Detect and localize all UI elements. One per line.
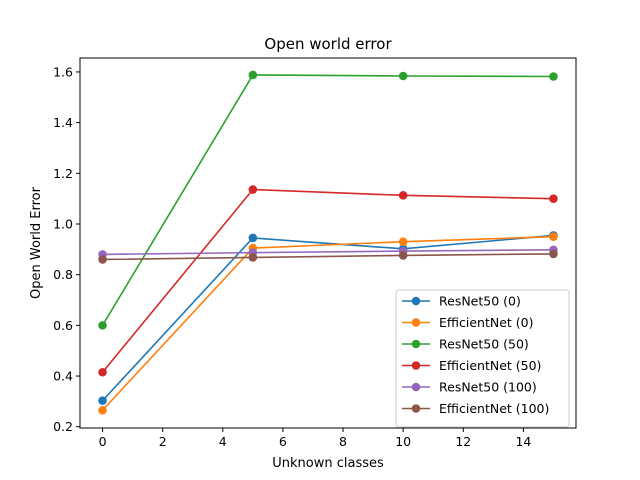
- series-layer: [98, 70, 558, 415]
- series-line: [101, 234, 554, 402]
- data-point: [248, 185, 258, 194]
- x-tick-label: 2: [159, 434, 167, 449]
- data-point: [549, 194, 558, 203]
- legend-item: ResNet50 (100): [402, 380, 537, 395]
- x-axis-label: Unknown classes: [272, 456, 384, 471]
- series-line: [101, 235, 554, 411]
- legend-frame: [395, 289, 570, 428]
- data-point: [98, 255, 107, 264]
- data-point: [398, 191, 408, 200]
- y-tick-label: 0.2: [53, 419, 73, 434]
- y-axis-label: Open World Error: [29, 186, 44, 299]
- x-tick-label: 8: [339, 434, 347, 449]
- y-axis: 0.2 0.4 0.6 0.8 1.0 1.2 1.4 1.6: [53, 64, 80, 434]
- data-point: [549, 232, 558, 241]
- legend-label: EfficientNet (100): [439, 401, 549, 416]
- legend-item: EfficientNet (50): [402, 358, 541, 373]
- x-tick-label: 4: [219, 434, 227, 449]
- plot-frame: [79, 57, 577, 429]
- y-tick-label: 1.6: [53, 64, 73, 79]
- y-tick-label: 1.0: [53, 216, 73, 231]
- x-axis: 0 2 4 6 8 10 12 14: [99, 428, 531, 449]
- y-tick-label: 0.8: [53, 267, 73, 282]
- y-tick-label: 1.2: [53, 166, 73, 181]
- legend-marker: [411, 404, 421, 413]
- data-point: [98, 396, 107, 405]
- series-line: [101, 188, 554, 373]
- legend-label: ResNet50 (100): [439, 380, 537, 395]
- legend-marker: [411, 296, 421, 306]
- legend-item: EfficientNet (0): [402, 315, 533, 330]
- x-tick-label: 0: [99, 434, 107, 449]
- data-point: [398, 237, 408, 247]
- legend-label: EfficientNet (0): [439, 315, 533, 330]
- legend-item: ResNet50 (50): [402, 337, 529, 352]
- legend-marker: [411, 382, 421, 392]
- series-1: [98, 232, 558, 415]
- series-line: [101, 74, 554, 326]
- x-tick-label: 6: [279, 434, 287, 449]
- y-tick-label: 0.6: [53, 318, 73, 333]
- legend-marker: [411, 339, 421, 349]
- data-point: [98, 405, 107, 415]
- data-point: [398, 251, 408, 260]
- legend-item: ResNet50 (0): [402, 294, 521, 309]
- legend-item: EfficientNet (100): [402, 401, 549, 416]
- x-tick-label: 10: [395, 434, 411, 449]
- data-point: [98, 321, 107, 330]
- series-3: [98, 185, 558, 377]
- data-point: [248, 253, 258, 262]
- data-point: [98, 367, 107, 377]
- data-point: [549, 249, 558, 259]
- x-tick-label: 12: [455, 434, 471, 449]
- legend-marker: [411, 318, 421, 327]
- y-tick-label: 1.4: [53, 115, 73, 130]
- legend-marker: [411, 361, 421, 370]
- data-point: [248, 70, 258, 80]
- legend-label: ResNet50 (0): [439, 294, 521, 309]
- x-tick-label: 14: [515, 434, 531, 449]
- chart-title: Open world error: [264, 35, 392, 53]
- legend: ResNet50 (0) EfficientNet (0) ResNet50 (50…: [395, 289, 570, 428]
- series-line: [102, 253, 554, 261]
- series-5: [98, 249, 558, 264]
- data-point: [398, 71, 408, 81]
- y-tick-label: 0.4: [53, 369, 73, 384]
- legend-label: EfficientNet (50): [439, 358, 541, 373]
- data-point: [549, 72, 558, 81]
- legend-label: ResNet50 (50): [439, 337, 529, 352]
- series-2: [98, 70, 558, 330]
- data-point: [248, 233, 258, 243]
- series-line: [102, 249, 554, 256]
